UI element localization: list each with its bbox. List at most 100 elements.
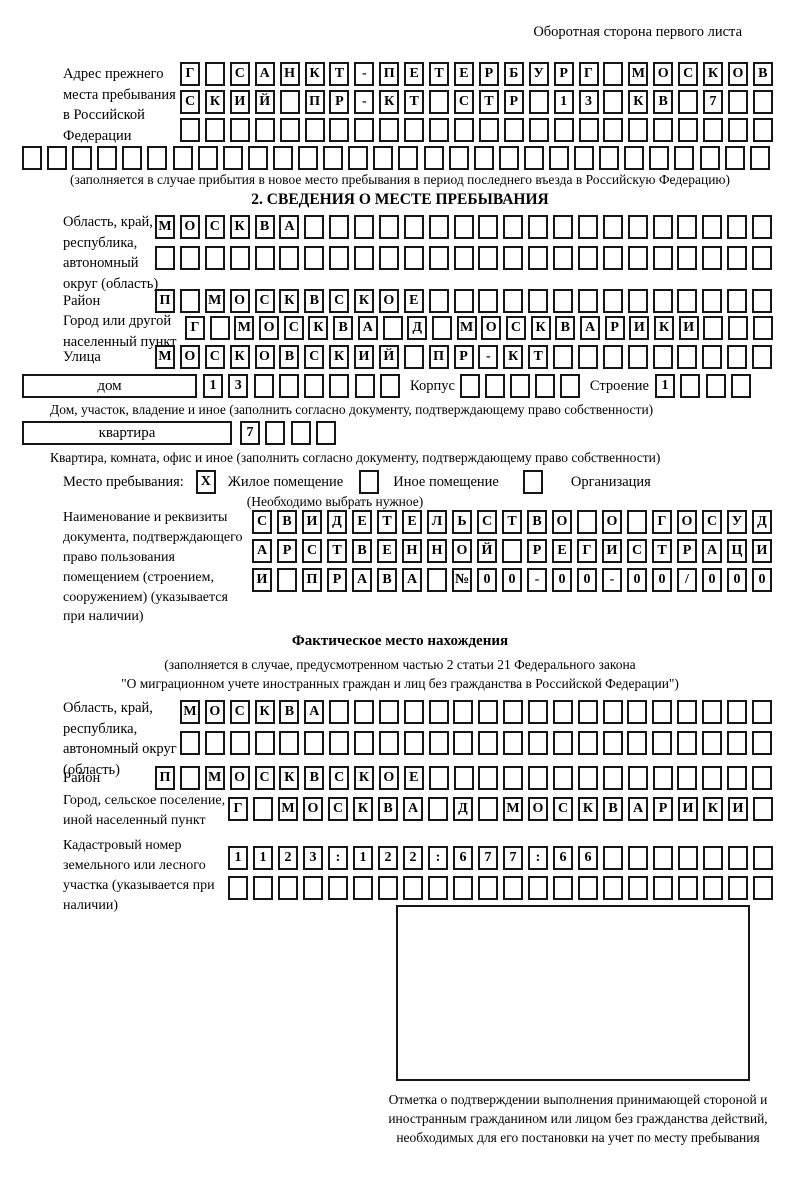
char-cell: К — [354, 289, 374, 313]
char-cell: О — [254, 345, 275, 369]
char-cell — [502, 539, 522, 563]
char-cell: М — [234, 316, 255, 340]
char-cell: Д — [453, 797, 473, 821]
char-cell — [553, 246, 573, 270]
char-cell — [378, 215, 399, 239]
char-cell — [403, 246, 424, 270]
char-cell — [703, 118, 724, 142]
char-cell: Й — [378, 345, 399, 369]
char-cell — [702, 246, 723, 270]
char-cell: К — [229, 345, 250, 369]
char-cell — [702, 215, 723, 239]
char-cell — [627, 700, 648, 724]
char-cell: О — [378, 766, 399, 790]
char-cell — [378, 731, 399, 755]
char-cell: У — [727, 510, 747, 534]
char-cell: 0 — [652, 568, 672, 592]
char-cell: Р — [604, 316, 625, 340]
char-cell — [726, 731, 747, 755]
char-cell — [448, 146, 469, 170]
char-cell — [453, 731, 474, 755]
char-cell — [304, 118, 325, 142]
char-cell: Р — [329, 90, 350, 114]
char-cell — [678, 876, 698, 900]
char-cell — [229, 118, 250, 142]
char-cell — [478, 289, 499, 313]
option-organizatsiya-label: Организация — [570, 473, 651, 490]
char-cell: 3 — [578, 90, 599, 114]
char-cell — [404, 118, 425, 142]
char-cell — [678, 846, 698, 870]
char-cell: В — [377, 568, 397, 592]
apartment-caption: Квартира, комната, офис и иное (заполнит… — [50, 450, 661, 465]
char-cell — [677, 289, 698, 313]
house-caption: Дом, участок, владение и иное (заполнить… — [50, 402, 654, 417]
korpus-cells — [459, 374, 580, 398]
char-cell — [627, 345, 648, 369]
char-cell — [354, 700, 375, 724]
char-cell — [403, 215, 424, 239]
char-cell: П — [155, 766, 175, 790]
char-cell: 0 — [502, 568, 522, 592]
char-cell — [702, 700, 723, 724]
char-cell — [578, 876, 598, 900]
char-cell — [727, 345, 748, 369]
char-cell — [727, 766, 748, 790]
char-cell — [627, 731, 648, 755]
char-cell: О — [303, 797, 323, 821]
char-cell — [278, 876, 298, 900]
char-cell — [453, 766, 474, 790]
char-cell: Й — [254, 90, 275, 114]
char-cell — [278, 374, 299, 398]
document-row-3: И П Р А В А № 0 0-0 0-0 0/0 0 0 — [252, 568, 772, 592]
char-cell — [503, 118, 524, 142]
char-cell — [428, 215, 449, 239]
char-cell: Т — [652, 539, 672, 563]
char-cell: В — [352, 539, 372, 563]
checkbox-zhiloe: X — [195, 470, 216, 494]
char-cell: К — [354, 766, 374, 790]
char-cell — [429, 90, 450, 114]
char-cell — [503, 766, 524, 790]
char-cell — [653, 118, 674, 142]
char-cell: К — [578, 797, 598, 821]
char-cell: И — [229, 90, 250, 114]
char-cell: 2 — [403, 846, 423, 870]
char-cell: С — [678, 62, 699, 86]
char-cell — [453, 246, 474, 270]
char-cell: Г — [577, 539, 597, 563]
fact-region-label: Область, край, республика, автономный ок… — [63, 700, 177, 778]
actual-location-note-1: (заполняется в случае, предусмотренном ч… — [164, 657, 636, 672]
char-cell — [303, 876, 323, 900]
char-cell — [503, 246, 524, 270]
char-cell: М — [628, 62, 649, 86]
char-cell — [727, 90, 748, 114]
char-cell: Н — [402, 539, 422, 563]
char-cell: 3 — [303, 846, 323, 870]
char-cell: Е — [403, 766, 424, 790]
char-cell: М — [155, 215, 175, 239]
char-cell: В — [527, 510, 547, 534]
char-cell: К — [703, 62, 724, 86]
char-cell — [22, 146, 42, 170]
char-cell — [752, 246, 772, 270]
char-cell — [553, 766, 573, 790]
char-cell — [478, 118, 499, 142]
char-cell: К — [530, 316, 551, 340]
char-cell — [122, 146, 143, 170]
char-cell: Д — [327, 510, 347, 534]
char-cell — [677, 766, 698, 790]
char-cell — [674, 146, 695, 170]
char-cell: 6 — [578, 846, 598, 870]
char-cell — [624, 146, 645, 170]
city-label: Город или другой населенный пункт — [63, 313, 177, 350]
char-cell — [528, 731, 549, 755]
char-cell: Р — [478, 62, 499, 86]
char-cell — [603, 118, 624, 142]
char-cell — [403, 700, 424, 724]
char-cell: 1 — [253, 846, 273, 870]
char-cell — [727, 246, 748, 270]
char-cell: Т — [502, 510, 522, 534]
char-cell — [228, 876, 248, 900]
